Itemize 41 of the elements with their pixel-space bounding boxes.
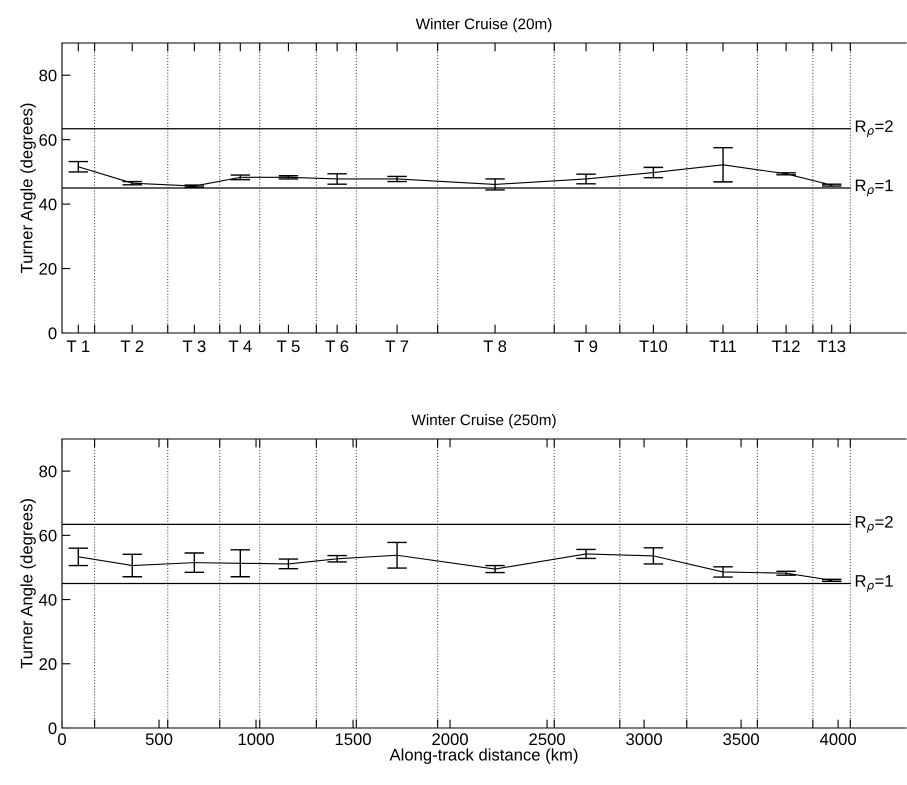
y-tick-label: 80 — [39, 70, 56, 82]
x-tick-label: 1000 — [238, 733, 274, 746]
text: T11 — [710, 340, 736, 352]
x-tick-label: 500 — [146, 733, 172, 746]
text: T 1 — [66, 340, 90, 352]
chart-title: Winter Cruise (20m) — [416, 18, 552, 32]
y-tick-label: 60 — [39, 530, 56, 542]
text: T 9 — [574, 340, 598, 352]
annotation: R$_{ρ}$=2 — [856, 120, 893, 138]
text: T 7 — [386, 340, 408, 352]
x-tick-label: 1500 — [336, 733, 371, 746]
y-tick-label: 20 — [39, 658, 56, 670]
y-tick-label: 20 — [39, 262, 56, 275]
y-tick-label: 60 — [39, 134, 56, 146]
text: T12 — [772, 340, 800, 352]
x-axis-title: Along-track distance (km) — [390, 748, 578, 764]
x-tick-label: 3000 — [626, 733, 662, 746]
text: T 2 — [120, 340, 144, 352]
text: T 6 — [326, 340, 348, 352]
text: T10 — [639, 340, 668, 352]
x-tick-label: 3500 — [723, 733, 759, 746]
x-tick-label: 4000 — [820, 733, 856, 746]
x-tick-label: 2500 — [529, 733, 565, 746]
text: T 4 — [228, 340, 252, 352]
chart-title: Winter Cruise (250m) — [411, 414, 556, 428]
y-tick-label: 40 — [38, 594, 56, 606]
y-tick-label: 0 — [48, 722, 56, 734]
text: T 5 — [276, 340, 300, 352]
text: T 8 — [484, 340, 506, 352]
y-tick-label: 40 — [38, 198, 56, 210]
x-tick-label: 2000 — [432, 733, 468, 746]
text: T 3 — [182, 340, 206, 352]
y-tick-label: 80 — [39, 466, 56, 478]
annotation: R$_{ρ}$=2 — [856, 516, 893, 533]
y-axis-title: Turner Angle (degrees) — [20, 499, 36, 668]
text: T13 — [818, 340, 846, 352]
y-tick-label: 0 — [48, 327, 56, 340]
x-tick-label: 0 — [58, 733, 66, 746]
y-axis-title: Turner Angle (degrees) — [20, 104, 36, 273]
annotation: R$_{ρ}$=1 — [856, 180, 893, 196]
annotation: R$_{ρ}$=1 — [856, 575, 893, 592]
